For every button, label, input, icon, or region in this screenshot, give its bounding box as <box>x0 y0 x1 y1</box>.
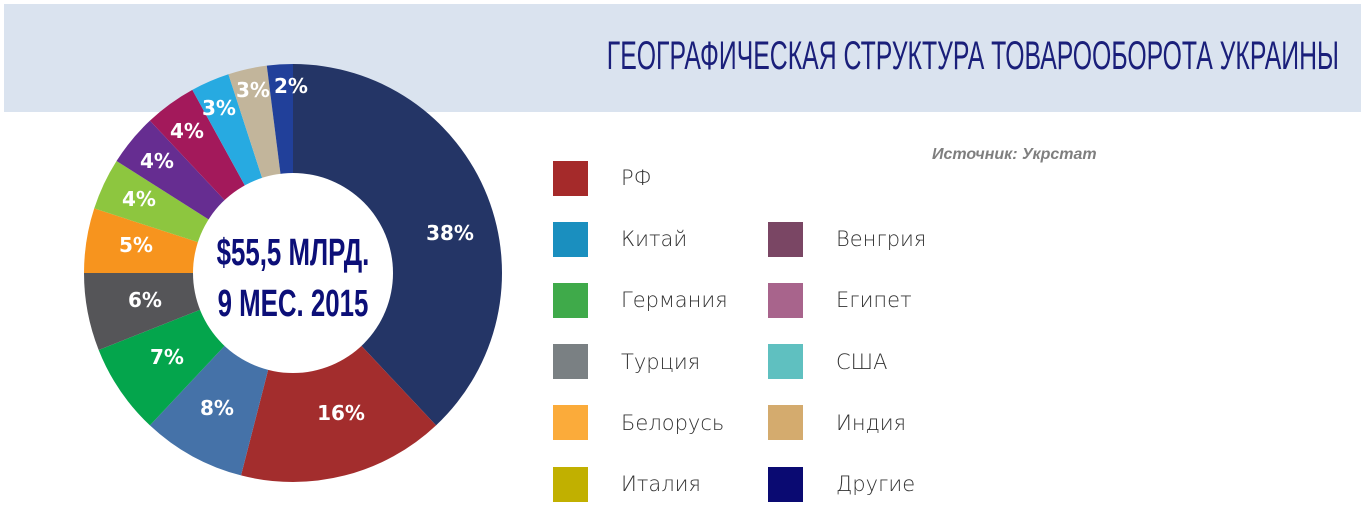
legend-swatch <box>768 405 803 441</box>
legend-swatch <box>553 221 588 257</box>
slice-label: 38% <box>426 221 474 245</box>
legend-swatch <box>768 221 803 257</box>
slice-label: 6% <box>128 288 162 312</box>
legend-item: Индия <box>768 405 907 441</box>
slice-label: 4% <box>122 187 156 211</box>
legend-item: РФ <box>553 160 652 196</box>
legend-label: Другие <box>836 472 916 496</box>
legend-swatch <box>553 405 588 441</box>
legend-item: Венгрия <box>768 221 927 257</box>
donut-hole <box>193 173 393 373</box>
legend-swatch <box>553 282 588 318</box>
slice-label: 3% <box>202 96 236 120</box>
legend-label: Египет <box>836 288 912 313</box>
legend-item: Белорусь <box>553 405 725 441</box>
slice-label: 4% <box>170 119 204 143</box>
slice-label: 5% <box>119 233 153 257</box>
legend-item: Турция <box>553 344 701 380</box>
slice-label: 3% <box>236 78 270 102</box>
legend-label: Белорусь <box>621 410 725 435</box>
legend-swatch <box>553 160 588 196</box>
slice-label: 7% <box>150 345 184 369</box>
source-note: Источник: Укрстат <box>932 146 1097 163</box>
legend-item: США <box>768 344 888 380</box>
legend-swatch <box>553 466 588 502</box>
legend-item: Италия <box>553 466 701 502</box>
donut-slice <box>293 64 502 426</box>
legend-item: Германия <box>553 282 728 318</box>
legend-label: Индия <box>836 410 907 435</box>
legend-label: Китай <box>621 227 688 252</box>
center-total: $55,5 МЛРД. <box>217 231 370 273</box>
legend-label: Турция <box>621 349 701 374</box>
legend-item: Китай <box>553 221 688 257</box>
page-title: ГЕОГРАФИЧЕСКАЯ СТРУКТУРА ТОВАРООБОРОТА У… <box>606 34 1339 78</box>
legend-label: Венгрия <box>836 227 927 252</box>
legend-item: Египет <box>768 282 912 318</box>
legend-item: Другие <box>768 466 916 502</box>
legend-label: Германия <box>621 288 728 313</box>
legend-label: РФ <box>621 166 652 190</box>
legend-swatch <box>553 344 588 380</box>
slice-labels: 38%16%8%7%6%5%4%4%4%3%3% 2% <box>119 74 474 425</box>
legend-label: США <box>836 349 888 374</box>
legend-swatch <box>768 344 803 380</box>
slice-label: 16% <box>317 401 365 425</box>
center-period: 9 МЕС. 2015 <box>218 282 369 324</box>
legend-label: Италия <box>621 472 701 496</box>
legend-swatch <box>768 282 803 318</box>
slice-label: 8% <box>200 396 234 420</box>
legend-swatch <box>768 466 803 502</box>
slice-label: 4% <box>140 149 174 173</box>
slice-label: 2% <box>274 74 308 98</box>
